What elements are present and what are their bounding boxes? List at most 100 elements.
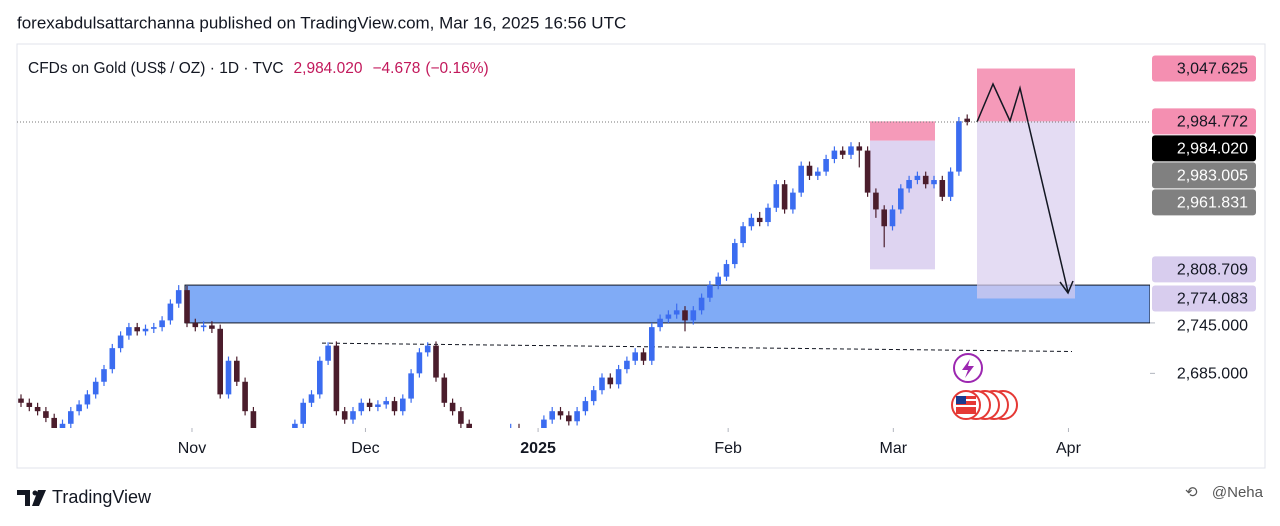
candle-body	[142, 328, 149, 332]
candle-body	[209, 325, 215, 329]
header-text: forexabdulsattarchanna published on Trad…	[17, 13, 626, 32]
candle-body	[508, 428, 514, 432]
candle-body	[225, 360, 232, 395]
candle-body	[566, 415, 572, 422]
logo-mark	[17, 490, 30, 506]
candle-body	[640, 352, 647, 361]
candle-body	[956, 121, 962, 172]
price-label: 2,983.005	[1177, 168, 1248, 185]
candle-body	[126, 327, 132, 336]
price-label-bg	[1152, 256, 1256, 283]
candle-body	[400, 398, 406, 412]
candle-body	[632, 352, 638, 361]
price-change: −4.678	[372, 60, 420, 77]
candle-body	[18, 398, 24, 403]
candle-body	[234, 360, 240, 382]
candle-body	[756, 217, 763, 223]
candle-body	[217, 328, 223, 395]
author-name: @Neha	[1212, 484, 1264, 501]
chart-frame	[16, 43, 1266, 469]
candle-body	[723, 264, 730, 277]
candle-body	[167, 303, 174, 321]
candle-body	[34, 406, 41, 412]
candle-body	[375, 404, 381, 407]
candle-body	[366, 402, 373, 407]
x-tick-label: Feb	[714, 440, 742, 457]
candle-body	[848, 146, 854, 155]
x-tick-label: Nov	[178, 440, 206, 457]
candle-body	[574, 411, 580, 422]
candle-body	[317, 360, 323, 395]
candle-body	[259, 436, 265, 444]
candle-body	[599, 377, 605, 391]
candle-body	[947, 171, 954, 197]
candle-body	[690, 310, 697, 321]
plot-area	[18, 68, 1150, 454]
price-label: 2,961.831	[1177, 195, 1248, 212]
candle-body	[557, 411, 564, 416]
trend-line	[321, 342, 1073, 353]
candle-body	[873, 192, 879, 210]
candle-body	[117, 335, 124, 349]
candle-body	[491, 435, 497, 437]
candle-body	[441, 377, 448, 403]
candle-body	[500, 432, 506, 435]
candle-body	[765, 207, 771, 223]
symbol-title: CFDs on Gold (US$ / OZ) · 1D · TVC	[28, 60, 284, 77]
candle-body	[541, 419, 547, 428]
candle-body	[889, 209, 896, 227]
candle-body	[516, 428, 522, 435]
candle-body	[250, 411, 257, 428]
y-tick-label: 2,685.000	[1177, 366, 1248, 383]
candle-body	[740, 226, 746, 244]
candle-body	[839, 150, 846, 155]
price-label: 2,774.083	[1177, 291, 1248, 308]
candle-body	[325, 345, 331, 361]
price-label-bg	[1152, 189, 1256, 216]
candle-body	[475, 432, 481, 440]
candle-body	[549, 411, 555, 420]
candle-body	[424, 345, 431, 353]
price-change-pct: (−0.16%)	[425, 60, 488, 77]
price-label: 2,984.772	[1177, 114, 1248, 131]
candle-body	[931, 180, 937, 185]
candle-body	[533, 432, 539, 438]
candle-body	[358, 402, 365, 412]
price-label-bg	[1152, 135, 1256, 162]
candle-body	[92, 381, 99, 395]
x-tick-label: 2025	[520, 440, 556, 457]
legend: CFDs on Gold (US$ / OZ) · 1D · TVC 2,984…	[28, 60, 489, 77]
candle-body	[665, 314, 672, 319]
candle-body	[449, 402, 456, 412]
candle-body	[68, 411, 74, 424]
candle-body	[84, 394, 91, 405]
y-tick-label: 2,745.000	[1177, 318, 1248, 335]
candle-body	[51, 417, 57, 428]
candle-body	[657, 318, 663, 328]
price-label-bg	[1152, 162, 1256, 189]
price-label: 2,808.709	[1177, 262, 1248, 279]
candle-body	[292, 423, 298, 428]
candle-body	[341, 411, 348, 420]
candle-body	[408, 373, 414, 399]
candle-body	[881, 209, 887, 227]
candle-body	[300, 402, 306, 424]
candle-body	[109, 348, 116, 370]
price-label-bg	[1152, 285, 1256, 312]
candle-body	[607, 377, 614, 385]
candle-body	[624, 360, 630, 370]
candle-body	[698, 297, 705, 311]
projection-path	[976, 82, 1069, 293]
candle-body	[59, 423, 66, 428]
candle-body	[732, 243, 738, 265]
candle-body	[192, 322, 199, 328]
candle-body	[333, 345, 340, 412]
candle-body	[276, 441, 282, 454]
candle-body	[748, 217, 755, 227]
candle-body	[391, 401, 398, 412]
candle-body	[308, 394, 315, 403]
candle-body	[458, 411, 464, 424]
candle-body	[433, 345, 439, 378]
x-tick-label: Apr	[1056, 440, 1082, 457]
